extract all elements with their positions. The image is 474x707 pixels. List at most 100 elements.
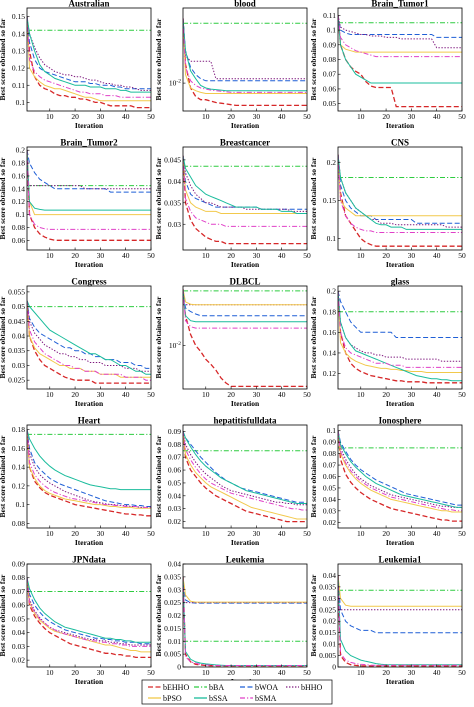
- legend: bEHHO bBA bWOA bHHO bPSO bSSA bSMA: [141, 679, 333, 705]
- series-line-bWOA: [183, 155, 307, 210]
- series-line-bWOA: [183, 289, 307, 317]
- y-tick-label: 0.11: [12, 81, 25, 90]
- y-tick-label: 0.18: [12, 159, 25, 168]
- y-axis-label: Best score obtained so far: [309, 296, 318, 379]
- panel-title: glass: [391, 277, 410, 287]
- series-line-bEHHO: [183, 289, 307, 388]
- panel-glass: glass 10 20 30 40 50 0.12 0.14 0.16 0.18 0.2 Iterat…: [309, 277, 466, 409]
- series-line-bSMA: [183, 155, 307, 227]
- series-line-bHHO: [27, 429, 151, 508]
- axes-box: [337, 7, 463, 112]
- panel-title: hepatitisfulldata: [213, 416, 277, 426]
- y-tick-label: 0.025: [319, 605, 336, 614]
- x-axis-label: Iteration: [386, 677, 415, 686]
- panel-title: Heart: [78, 416, 101, 426]
- panel-cns: CNS 10 20 30 40 50 0.1 0.15 0.2 Iteration Best sco…: [309, 138, 466, 270]
- y-tick-label: 0.05: [323, 483, 336, 492]
- series-line-bSSA: [338, 291, 462, 382]
- x-tick-label: 10: [202, 390, 210, 399]
- series-line-bPSO: [27, 429, 151, 509]
- y-tick-label: 0.1: [327, 426, 337, 435]
- series-line-bSSA: [338, 15, 462, 84]
- series-line-bSSA: [183, 431, 307, 504]
- series-line-bWOA: [27, 300, 151, 369]
- y-tick-label: 0.005: [319, 651, 336, 660]
- panel-brain-tumor2: Brain_Tumor2 10 20 30 40 50 0.06 0.08 0.1 0.12 0.1…: [0, 138, 155, 270]
- x-tick-label: 30: [253, 668, 261, 677]
- y-tick-label: 0.06: [12, 601, 25, 610]
- y-tick-label: 0.04: [12, 332, 25, 341]
- series-line-bSMA: [338, 430, 462, 512]
- y-tick-label: 0: [177, 663, 181, 672]
- y-tick-label: 0.04: [168, 177, 181, 186]
- series-line-bEHHO: [27, 16, 151, 109]
- y-tick-label: 0.025: [164, 598, 181, 607]
- axes-box: [26, 7, 152, 112]
- series-line-bEHHO: [338, 291, 462, 384]
- x-tick-label: 20: [382, 251, 390, 260]
- series-line-bWOA: [183, 18, 307, 82]
- series-line-bSMA: [338, 291, 462, 368]
- y-tick-label: 0.2: [16, 146, 26, 155]
- legend-label-bPSO: bPSO: [163, 694, 182, 703]
- x-tick-label: 10: [357, 529, 365, 538]
- x-tick-label: 40: [122, 668, 130, 677]
- y-tick-label: 0.13: [12, 46, 25, 55]
- y-tick-label: 0.02: [323, 617, 336, 626]
- y-tick-label: 0.02: [168, 611, 181, 620]
- axes-box: [182, 146, 308, 251]
- x-tick-label: 50: [303, 529, 311, 538]
- x-tick-label: 10: [357, 251, 365, 260]
- panel-title: Brain_Tumor1: [371, 0, 429, 9]
- x-tick-label: 20: [382, 390, 390, 399]
- y-tick-label: 0.02: [168, 517, 181, 526]
- y-axis-label: Best score obtained so far: [0, 574, 7, 657]
- x-tick-label: 40: [122, 390, 130, 399]
- x-tick-label: 20: [71, 668, 79, 677]
- series-line-bHHO: [183, 18, 307, 80]
- y-tick-label: 0.01: [323, 640, 336, 649]
- x-axis-label: Iteration: [75, 677, 104, 686]
- series-line-bWOA: [183, 431, 307, 503]
- legend-label-bSMA: bSMA: [255, 694, 277, 703]
- series-line-bHHO: [338, 15, 462, 49]
- x-tick-label: 50: [147, 251, 155, 260]
- y-tick-label: 0.03: [168, 504, 181, 513]
- series-line-bEHHO: [338, 430, 462, 522]
- x-tick-label: 40: [278, 668, 286, 677]
- x-tick-label: 20: [227, 668, 235, 677]
- x-tick-label: 10: [202, 251, 210, 260]
- x-tick-label: 10: [357, 668, 365, 677]
- y-tick-label: 0.015: [164, 624, 181, 633]
- x-tick-label: 20: [71, 390, 79, 399]
- y-tick-label: 0: [332, 663, 336, 672]
- x-tick-label: 10: [202, 112, 210, 121]
- panel-congress: Congress 10 20 30 40 50 0.025 0.03 0.035 0.04 0.04…: [0, 277, 155, 409]
- y-tick-label: 0.14: [12, 463, 25, 472]
- panel-title: Leukemia: [226, 555, 265, 565]
- series-line-bPSO: [338, 15, 462, 53]
- panel-title: Brain_Tumor2: [60, 138, 118, 148]
- series-line-bHHO: [338, 154, 462, 228]
- x-axis-label: Iteration: [231, 399, 260, 408]
- y-tick-label: 0.04: [323, 571, 336, 580]
- series-line-bSMA: [183, 431, 307, 511]
- series-line-bSMA: [338, 575, 462, 666]
- series-line-bPSO: [338, 154, 462, 217]
- y-tick-label: 0.05: [323, 99, 336, 108]
- legend-box: [141, 679, 333, 705]
- x-tick-label: 50: [458, 668, 466, 677]
- panel-jpndata: JPNdata 10 20 30 40 50 0.02 0.03 0.04 0.05 0.06 0.0…: [0, 555, 155, 687]
- panel-dlbcl: DLBCL 10 20 30 40 50 10-2 Iteration Best score o…: [154, 277, 311, 409]
- y-tick-label: 0.06: [168, 466, 181, 475]
- x-tick-label: 40: [433, 529, 441, 538]
- x-tick-label: 20: [227, 529, 235, 538]
- x-tick-label: 20: [71, 112, 79, 121]
- y-tick-label: 0.09: [12, 560, 25, 569]
- series-line-bPSO: [183, 289, 307, 306]
- x-tick-label: 30: [408, 668, 416, 677]
- y-tick-label: 0.12: [12, 481, 25, 490]
- y-axis-label: Best score obtained so far: [154, 435, 163, 518]
- y-tick-label: 0.16: [12, 171, 25, 180]
- y-tick-label: 0.055: [8, 287, 25, 296]
